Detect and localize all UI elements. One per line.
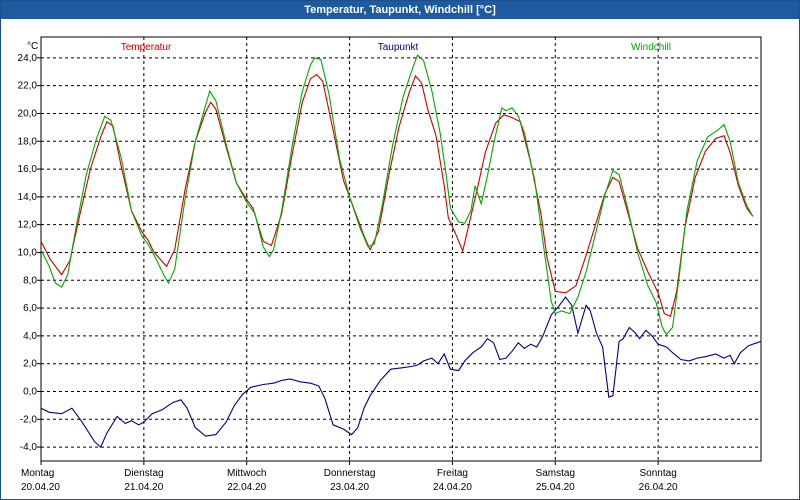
x-date-label: 22.04.20 (227, 482, 266, 493)
y-tick-label: -2,0 (20, 414, 38, 425)
legend-taupunkt: Taupunkt (378, 42, 419, 53)
plot-area (40, 36, 762, 462)
x-day-label: Sonntag (640, 468, 677, 479)
y-tick-label: 22,0 (18, 81, 38, 92)
window-title: Temperatur, Taupunkt, Windchill [°C] (1, 1, 799, 19)
x-date-label: 25.04.20 (536, 482, 575, 493)
x-day-label: Dienstag (124, 468, 163, 479)
x-day-label: Montag (21, 468, 54, 479)
y-tick-label: 2,0 (23, 359, 37, 370)
x-day-label: Donnerstag (324, 468, 376, 479)
y-tick-label: 20,0 (18, 108, 38, 119)
y-tick-label: 8,0 (23, 275, 37, 286)
x-date-label: 20.04.20 (21, 482, 60, 493)
y-tick-label: 16,0 (18, 164, 38, 175)
x-day-label: Freitag (437, 468, 468, 479)
y-tick-label: 14,0 (18, 192, 38, 203)
y-tick-label: 0,0 (23, 386, 37, 397)
x-date-label: 24.04.20 (433, 482, 472, 493)
x-day-label: Samstag (536, 468, 575, 479)
legend-windchill: Windchill (631, 42, 671, 53)
y-tick-label: 4,0 (23, 331, 37, 342)
y-tick-label: 24,0 (18, 53, 38, 64)
y-tick-label: 12,0 (18, 220, 38, 231)
line-chart: -4,0 -2,0 0,0 2,0 4,0 6,0 8,0 10,0 12,0 14,0 16,0 1… (18, 36, 762, 493)
series-line-taupunkt (40, 296, 762, 449)
y-tick-label: -4,0 (20, 442, 38, 453)
series-line-temperatur (40, 73, 754, 318)
x-date-label: 26.04.20 (639, 482, 678, 493)
y-tick-label: 10,0 (18, 247, 38, 258)
y-tick-label: 18,0 (18, 136, 38, 147)
x-date-label: 21.04.20 (124, 482, 163, 493)
y-tick-label: 6,0 (23, 303, 37, 314)
x-day-label: Mittwoch (227, 468, 266, 479)
x-date-label: 23.04.20 (330, 482, 369, 493)
legend-temperatur: Temperatur (121, 42, 172, 53)
series-line-windchill (40, 54, 754, 336)
y-axis-label: °C (27, 41, 38, 52)
